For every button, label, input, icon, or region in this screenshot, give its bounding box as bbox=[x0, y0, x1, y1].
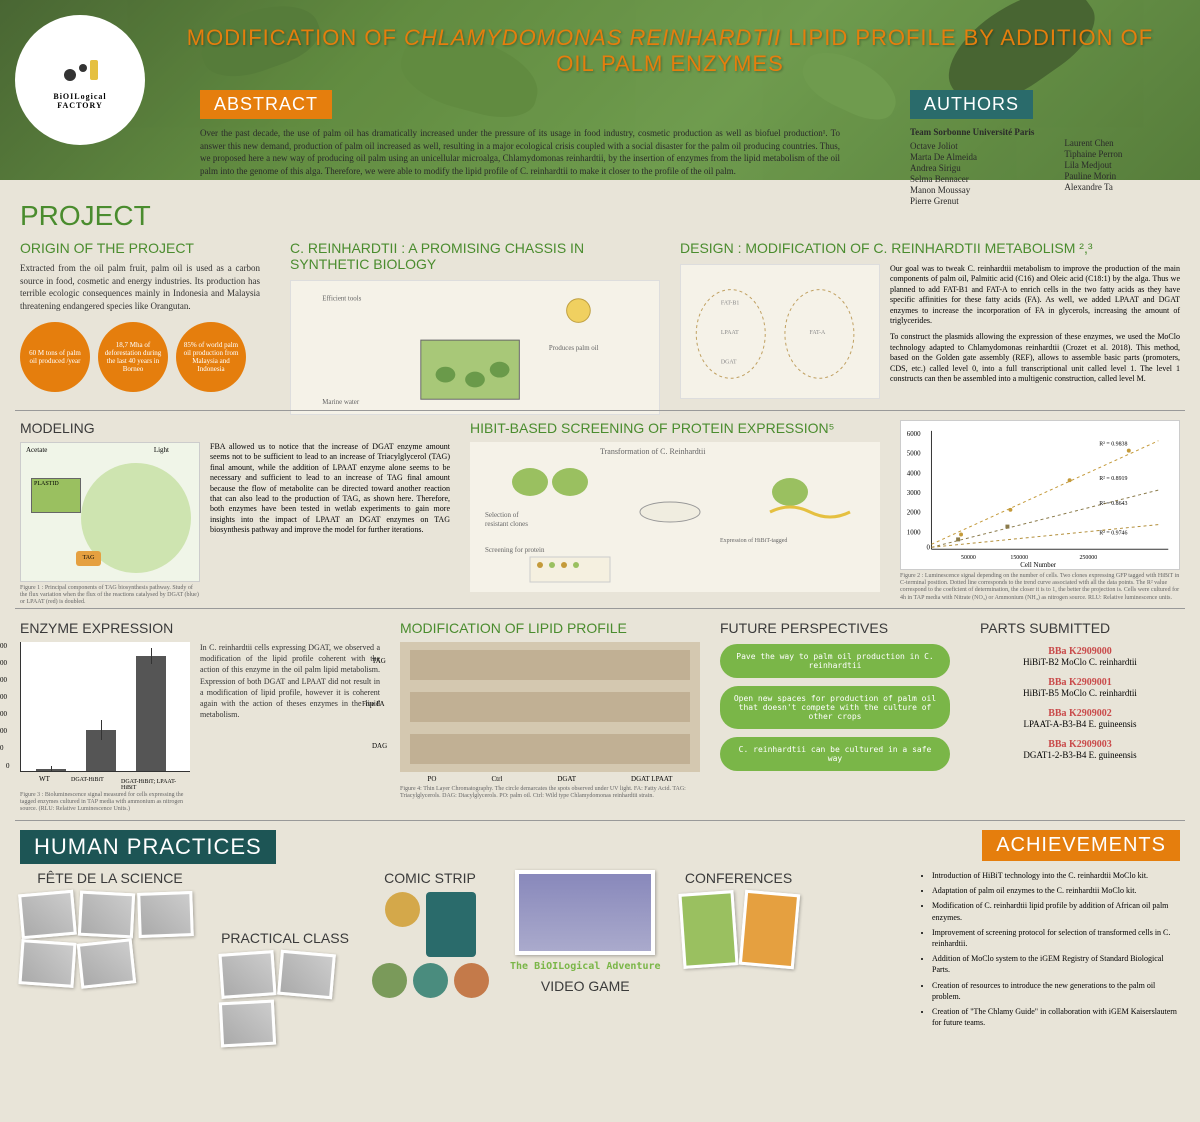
svg-text:DGAT: DGAT bbox=[721, 360, 737, 366]
fig2-caption: Figure 2 : Luminescence signal depending… bbox=[900, 573, 1180, 602]
future-bubble-3: C. reinhardtii can be cultured in a safe… bbox=[720, 737, 950, 771]
svg-text:LPAAT: LPAAT bbox=[721, 330, 739, 336]
part-4: BBa K2909003DGAT1-2-B3-B4 E. guineensis bbox=[980, 739, 1180, 760]
part-3: BBa K2909002LPAAT-A-B3-B4 E. guineensis bbox=[980, 708, 1180, 729]
comic-avatars bbox=[370, 892, 490, 998]
logo-text-2: FACTORY bbox=[53, 101, 106, 110]
authors-header: Authors bbox=[910, 90, 1033, 119]
parts-title: Parts submitted bbox=[980, 620, 1180, 636]
future-bubble-1: Pave the way to palm oil production in C… bbox=[720, 644, 950, 678]
origin-text: Extracted from the oil palm fruit, palm … bbox=[20, 262, 260, 312]
lipid-title: Modification of lipid profile bbox=[400, 620, 700, 636]
svg-text:150000: 150000 bbox=[1010, 555, 1028, 561]
divider-2 bbox=[15, 608, 1185, 609]
hibit-diagram: Transformation of C. Reinhardtii Selecti… bbox=[470, 442, 880, 592]
part-1: BBa K2909000HiBiT-B2 MoClo C. reinhardti… bbox=[980, 646, 1180, 667]
hp-game-title: Video game bbox=[541, 978, 630, 994]
hp-practical-title: Practical class bbox=[221, 930, 349, 946]
svg-text:2000: 2000 bbox=[907, 510, 921, 517]
svg-text:3000: 3000 bbox=[907, 490, 921, 497]
game-title: The BiOILogical Adventure bbox=[510, 961, 661, 972]
logo-badge: BiOILogical FACTORY bbox=[15, 15, 145, 145]
stat-circles: 60 M tons of palm oil produced /year 18,… bbox=[20, 322, 260, 392]
fig4-caption: Figure 4: Thin Layer Chromatography. The… bbox=[400, 786, 700, 800]
fig3-caption: Figure 3 : Bioluminescence signal measur… bbox=[20, 792, 190, 814]
svg-text:Expression of HiBiT-tagged: Expression of HiBiT-tagged bbox=[720, 537, 787, 544]
fig1-caption: Figure 1 : Principal components of TAG b… bbox=[20, 585, 200, 607]
project-header: Project bbox=[20, 200, 151, 232]
conf-posters bbox=[681, 892, 797, 967]
practical-photos bbox=[220, 952, 350, 1046]
svg-text:R² = 0.9746: R² = 0.9746 bbox=[1099, 530, 1127, 536]
achievements-header: Achievements bbox=[982, 830, 1180, 861]
modeling-text: FBA allowed us to notice that the increa… bbox=[210, 442, 450, 607]
enzyme-title: Enzyme expression bbox=[20, 620, 380, 636]
svg-text:R² = 0.9838: R² = 0.9838 bbox=[1099, 442, 1127, 448]
future-bubble-2: Open new spaces for production of palm o… bbox=[720, 686, 950, 729]
achievements-list: Introduction of HiBiT technology into th… bbox=[920, 870, 1180, 1032]
svg-text:FAT-B1: FAT-B1 bbox=[721, 300, 739, 306]
game-screenshot bbox=[515, 870, 655, 955]
modeling-figure: PLASTID Acetate Light TAG bbox=[20, 442, 200, 582]
design-text: Our goal was to tweak C. reinhardtii met… bbox=[890, 264, 1180, 399]
hp-header: Human Practices bbox=[20, 830, 276, 864]
logo-text-1: BiOILogical bbox=[53, 92, 106, 101]
future-title: Future perspectives bbox=[720, 620, 950, 636]
hp-content: Fête de la science Practical class Comic… bbox=[20, 870, 920, 1046]
svg-text:4000: 4000 bbox=[907, 470, 921, 477]
svg-text:resistant clones: resistant clones bbox=[485, 520, 528, 528]
svg-text:Transformation of C. Reinhardt: Transformation of C. Reinhardtii bbox=[600, 447, 706, 456]
chassis-diagram: Efficient tools Produces palm oil Marine… bbox=[290, 280, 660, 415]
svg-text:Produces palm oil: Produces palm oil bbox=[549, 345, 599, 352]
svg-text:1000: 1000 bbox=[907, 529, 921, 536]
rlu-scatter-chart: 6000 5000 4000 3000 2000 1000 0 50000 150000… bbox=[900, 420, 1180, 570]
authors-col-1: Team Sorbonne Université Paris Octave Jo… bbox=[910, 127, 1034, 206]
tlc-image: TAG Free FA DAG bbox=[400, 642, 700, 772]
svg-text:5000: 5000 bbox=[907, 451, 921, 458]
stat-circle-2: 18,7 Mha of deforestation during the las… bbox=[98, 322, 168, 392]
abstract-text: Over the past decade, the use of palm oi… bbox=[200, 127, 840, 177]
design-title: Design : Modification of C. reinhardtii … bbox=[680, 240, 1180, 256]
svg-text:Cell Number: Cell Number bbox=[1020, 562, 1056, 569]
svg-text:Screening for protein: Screening for protein bbox=[485, 546, 545, 554]
modeling-title: Modeling bbox=[20, 420, 450, 436]
divider-3 bbox=[15, 820, 1185, 821]
hp-fete-title: Fête de la science bbox=[37, 870, 182, 886]
svg-text:R² = 0.8643: R² = 0.8643 bbox=[1099, 501, 1127, 507]
enzyme-bar-chart: 3500 3000 2500 2000 1500 1000 500 0 RLU … bbox=[20, 642, 190, 772]
svg-text:6000: 6000 bbox=[907, 431, 921, 438]
origin-title: Origin of the project bbox=[20, 240, 260, 256]
stat-circle-1: 60 M tons of palm oil produced /year bbox=[20, 322, 90, 392]
svg-text:Marine water: Marine water bbox=[322, 399, 360, 406]
hp-conf-title: Conferences bbox=[685, 870, 792, 886]
divider-1 bbox=[15, 410, 1185, 411]
poster-title: Modification of Chlamydomonas reinhardti… bbox=[180, 25, 1160, 77]
svg-text:250000: 250000 bbox=[1079, 555, 1097, 561]
svg-text:50000: 50000 bbox=[961, 555, 976, 561]
part-2: BBa K2909001HiBiT-B5 MoClo C. reinhardti… bbox=[980, 677, 1180, 698]
svg-text:R² = 0.8919: R² = 0.8919 bbox=[1099, 476, 1127, 482]
design-diagram: FAT-B1 LPAAT DGAT FAT-A bbox=[680, 264, 880, 399]
hp-comic-title: Comic strip bbox=[384, 870, 476, 886]
svg-text:Selection of: Selection of bbox=[485, 511, 519, 519]
authors-col-2: Laurent ChenTiphaine PerronLila Medjout … bbox=[1064, 127, 1122, 206]
stat-circle-3: 85% of world palm oil production from Ma… bbox=[176, 322, 246, 392]
enzyme-text: In C. reinhardtii cells expressing DGAT,… bbox=[200, 642, 380, 814]
svg-text:Efficient tools: Efficient tools bbox=[322, 296, 361, 303]
chassis-title: C. Reinhardtii : a promising chassis in … bbox=[290, 240, 660, 272]
fete-photos bbox=[20, 892, 200, 986]
hibit-title: HiBit-based screening of protein express… bbox=[470, 420, 880, 436]
svg-text:FAT-A: FAT-A bbox=[810, 330, 826, 336]
svg-text:0: 0 bbox=[927, 544, 931, 551]
abstract-header: Abstract bbox=[200, 90, 332, 119]
